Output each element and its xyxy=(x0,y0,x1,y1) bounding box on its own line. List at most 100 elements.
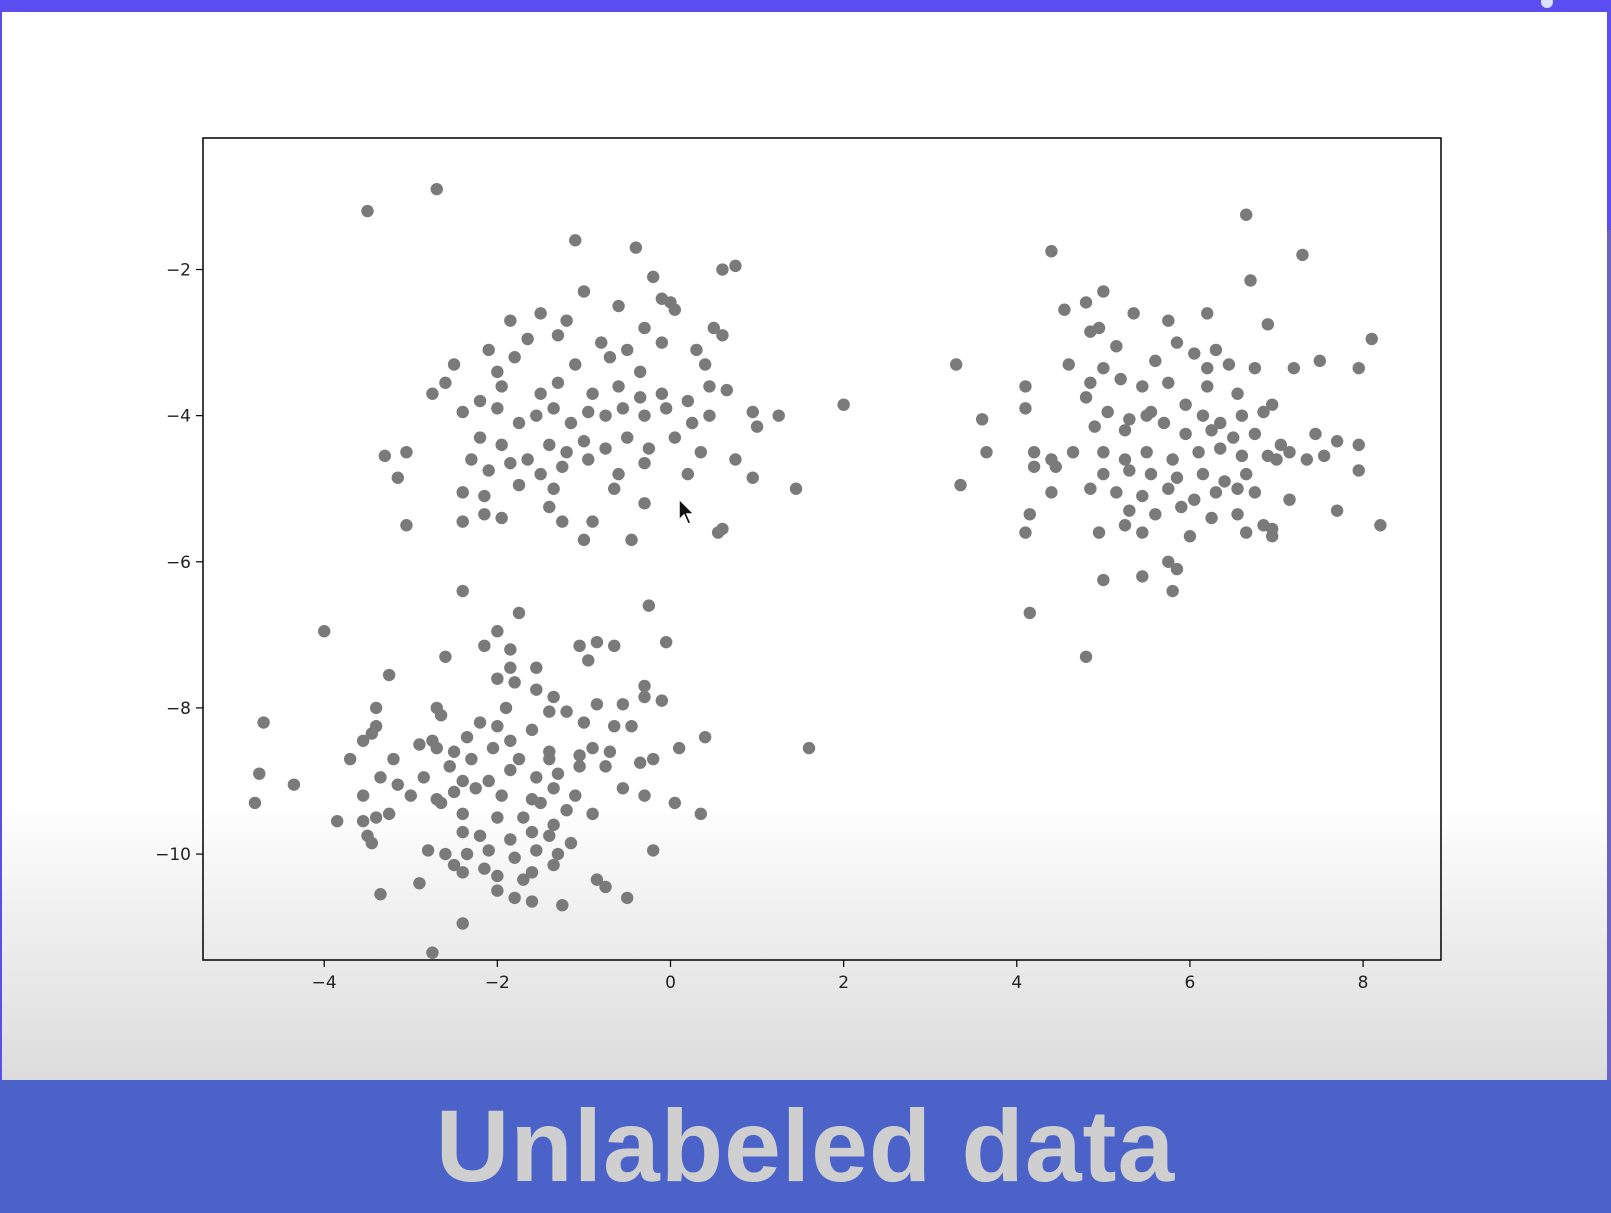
data-point xyxy=(599,409,612,422)
data-point xyxy=(1123,464,1136,477)
data-point xyxy=(491,672,504,685)
data-point xyxy=(569,358,582,371)
data-point xyxy=(638,679,651,693)
data-point xyxy=(716,329,729,342)
data-point xyxy=(482,464,495,477)
data-point xyxy=(330,814,344,828)
y-tick-label: −4 xyxy=(166,407,191,427)
data-point xyxy=(391,471,404,484)
data-point xyxy=(369,701,383,715)
data-point xyxy=(577,716,591,729)
data-point xyxy=(716,263,729,276)
data-point xyxy=(1092,526,1106,539)
data-point xyxy=(577,435,591,448)
data-point xyxy=(1166,453,1179,466)
data-point xyxy=(1066,445,1080,459)
data-point xyxy=(750,420,764,433)
data-point xyxy=(382,807,396,821)
data-point xyxy=(534,796,547,810)
data-point xyxy=(573,639,586,653)
data-point xyxy=(1240,526,1253,539)
data-point xyxy=(504,734,517,747)
scatter-chart: −4 −2 0 2 4 6 8 −2 −4 −6 −8 −10 xyxy=(155,137,1442,993)
data-point xyxy=(499,701,513,715)
data-point xyxy=(1257,405,1270,419)
data-point xyxy=(621,891,634,905)
data-point xyxy=(287,778,301,791)
data-point xyxy=(439,376,452,389)
data-point xyxy=(547,782,560,795)
data-point xyxy=(456,917,469,930)
data-point xyxy=(668,796,682,810)
data-point xyxy=(1157,416,1171,430)
data-point xyxy=(625,719,638,733)
data-point xyxy=(1244,274,1257,287)
data-point xyxy=(551,376,565,389)
x-tick-label: 2 xyxy=(838,973,849,993)
data-point xyxy=(1045,486,1058,499)
data-point xyxy=(980,445,993,459)
data-point xyxy=(1019,402,1032,415)
data-point xyxy=(681,394,695,408)
data-point xyxy=(391,778,404,791)
data-point xyxy=(612,299,625,313)
data-point xyxy=(473,716,487,729)
data-point xyxy=(1248,486,1262,499)
data-point xyxy=(1123,504,1136,517)
data-point xyxy=(694,807,707,821)
data-point xyxy=(560,705,573,718)
data-point xyxy=(434,796,448,810)
data-point xyxy=(1352,464,1365,477)
data-point xyxy=(404,789,417,802)
data-point xyxy=(1188,493,1201,506)
data-point xyxy=(582,453,595,466)
data-point xyxy=(746,405,759,419)
data-point xyxy=(1123,413,1136,426)
data-point xyxy=(1313,354,1326,368)
data-point xyxy=(1170,336,1184,349)
data-point xyxy=(387,752,400,766)
data-point xyxy=(1023,508,1036,521)
data-point xyxy=(447,858,461,872)
data-point xyxy=(1214,416,1227,430)
data-point xyxy=(1144,467,1158,481)
data-point xyxy=(517,873,530,886)
data-point xyxy=(655,336,669,349)
data-point xyxy=(1296,248,1309,262)
data-point xyxy=(413,877,426,890)
data-point xyxy=(599,880,612,894)
data-point xyxy=(504,661,517,674)
data-point xyxy=(633,391,647,404)
data-point xyxy=(473,394,487,408)
data-point xyxy=(512,478,526,492)
window-dot xyxy=(1541,0,1553,8)
data-point xyxy=(248,796,262,810)
data-point xyxy=(1027,445,1041,459)
data-point xyxy=(530,683,543,696)
data-point xyxy=(1097,445,1110,459)
top-frame-bar xyxy=(0,0,1611,12)
data-point xyxy=(556,899,569,912)
data-point xyxy=(1201,307,1214,320)
data-point xyxy=(1309,427,1322,441)
data-point xyxy=(772,409,785,422)
data-point xyxy=(456,866,469,879)
data-point xyxy=(551,847,565,861)
data-point xyxy=(1023,606,1036,620)
data-point xyxy=(1201,380,1214,393)
data-point xyxy=(616,402,630,415)
data-point xyxy=(1079,391,1093,404)
data-point xyxy=(1352,361,1365,375)
data-point xyxy=(608,482,621,495)
data-point xyxy=(382,668,396,682)
data-point xyxy=(495,438,508,452)
data-point xyxy=(1222,358,1236,371)
data-point xyxy=(746,471,759,484)
data-point xyxy=(1166,584,1179,598)
data-point xyxy=(374,888,387,901)
data-point xyxy=(1136,380,1149,393)
data-point xyxy=(729,259,742,273)
data-point xyxy=(1192,445,1205,459)
data-point xyxy=(456,515,469,528)
data-point xyxy=(530,661,543,674)
